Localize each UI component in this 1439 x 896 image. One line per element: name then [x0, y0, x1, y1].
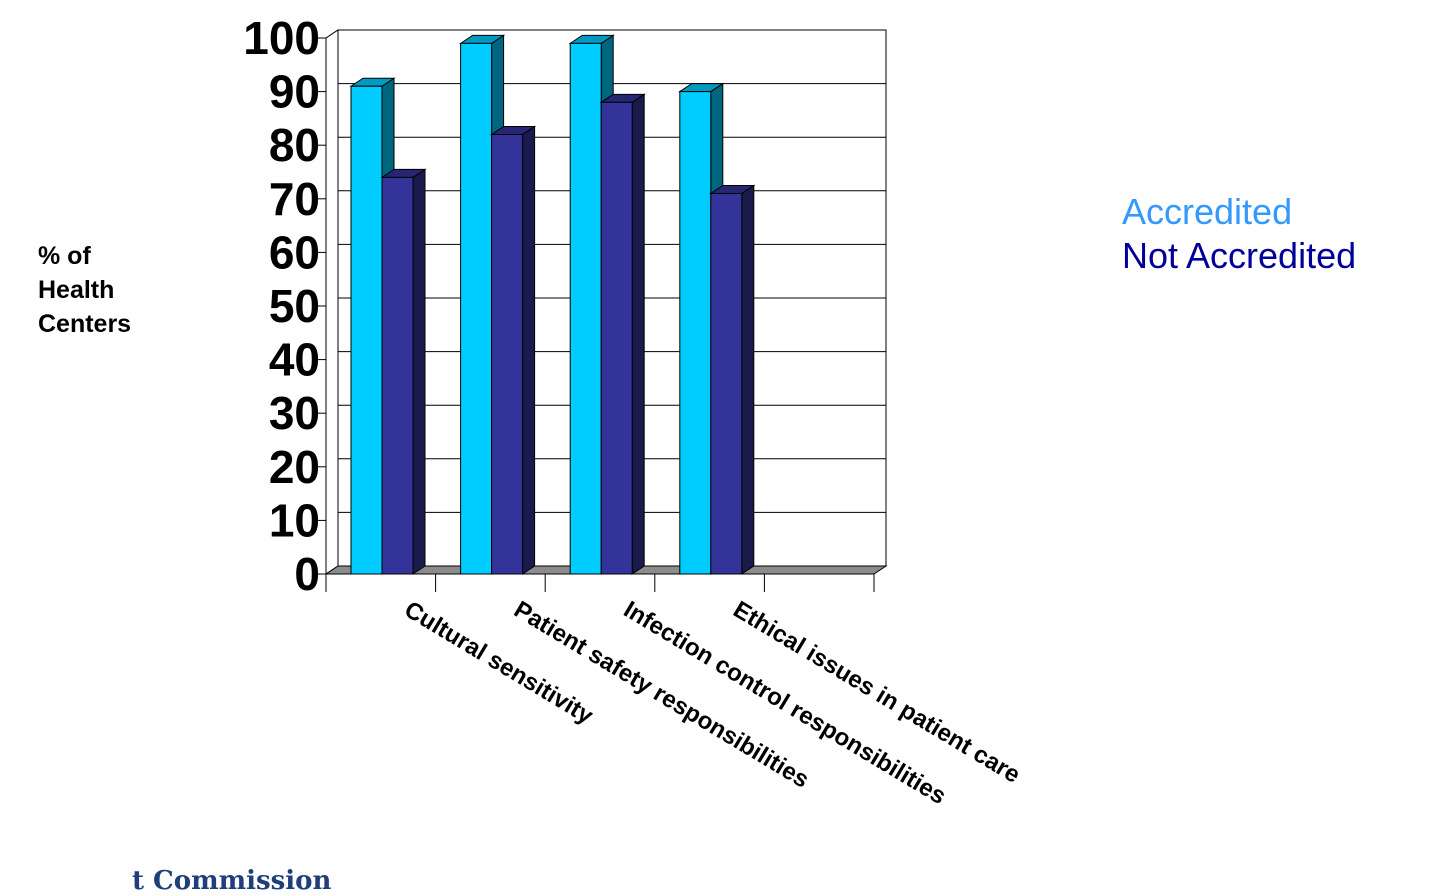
y-tick-label: 40	[269, 334, 320, 386]
bar-not-accredited-4	[710, 192, 743, 575]
y-axis-label: % of Health Centers	[38, 240, 168, 341]
legend: Accredited Not Accredited	[1122, 190, 1356, 278]
bar-not-accredited-4-side	[741, 184, 755, 575]
y-tick-label: 10	[269, 494, 320, 546]
y-tick-label: 20	[269, 441, 320, 493]
y-tick-label: 0	[294, 548, 320, 600]
bar-not-accredited-3	[600, 101, 633, 575]
y-tick-label: 60	[269, 226, 320, 278]
y-axis-label-line-3: Centers	[38, 309, 132, 338]
legend-entry-accredited: Accredited	[1122, 191, 1293, 232]
x-tick-label: Cultural sensitivity	[400, 596, 599, 730]
y-tick-label: 30	[269, 387, 320, 439]
y-axis-label-line-2: Health	[38, 275, 115, 304]
bar-not-accredited-2	[491, 133, 524, 575]
bar-not-accredited-3-side	[631, 93, 645, 575]
y-tick-label: 80	[269, 119, 320, 171]
y-tick-label: 100	[243, 12, 320, 64]
bar-accredited-3	[569, 42, 602, 575]
bar-accredited-1	[350, 85, 383, 575]
footer-text: t Commission	[132, 866, 332, 896]
chart-side-wall	[325, 29, 339, 575]
bar-not-accredited-1-side	[412, 168, 426, 575]
bar-not-accredited-1	[381, 176, 414, 575]
bar-accredited-4	[679, 91, 712, 575]
bar-accredited-2	[460, 42, 493, 575]
legend-entry-not-accredited: Not Accredited	[1122, 235, 1357, 276]
y-tick-label: 50	[269, 280, 320, 332]
y-tick-label: 90	[269, 66, 320, 118]
bar-not-accredited-2-side	[522, 125, 536, 575]
y-axis-label-line-1: % of	[38, 242, 91, 270]
y-tick-label: 70	[269, 173, 320, 225]
